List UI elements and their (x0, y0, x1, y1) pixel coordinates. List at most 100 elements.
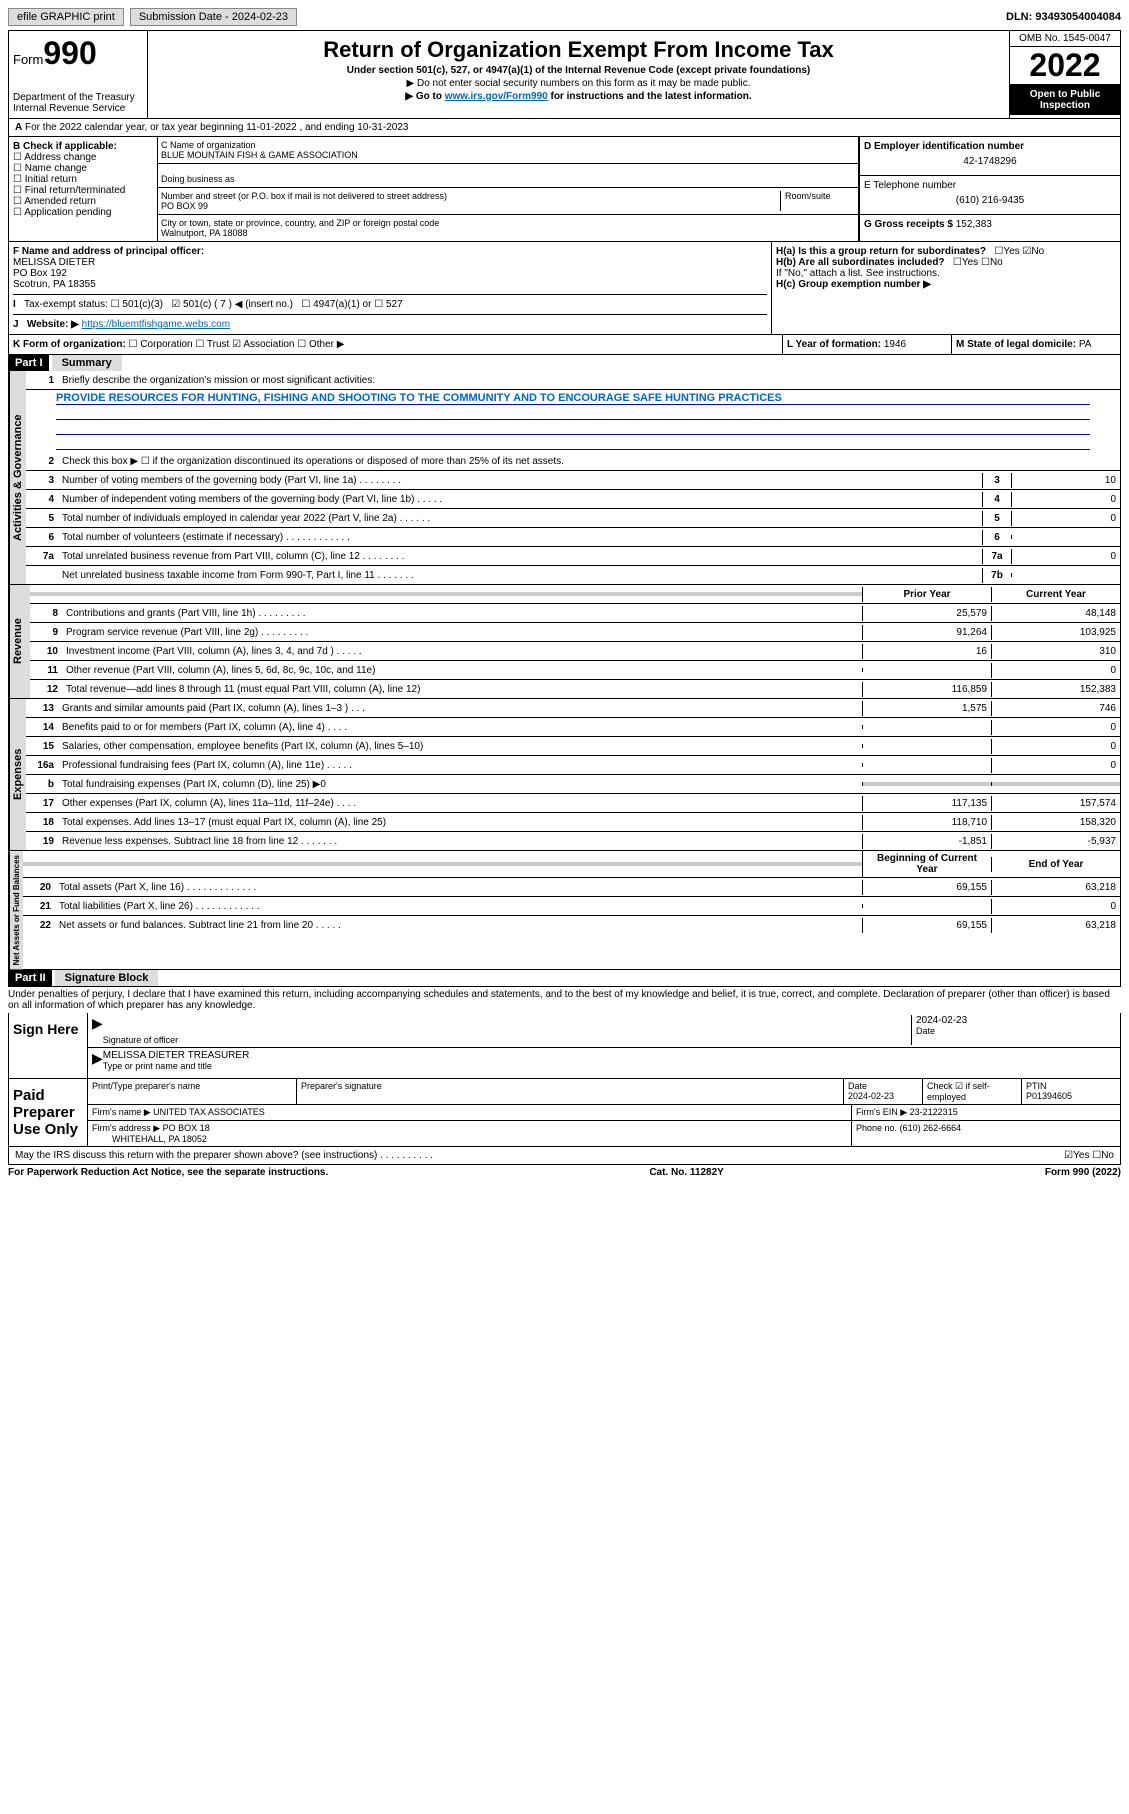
c-label: C Name of organization (161, 140, 256, 150)
arrow-icon: ▶ (92, 1050, 103, 1076)
l-label: L Year of formation: (787, 339, 881, 350)
paperwork-notice: For Paperwork Reduction Act Notice, see … (8, 1167, 328, 1178)
dba-label: Doing business as (161, 174, 235, 184)
firm-name-label: Firm's name ▶ (92, 1107, 151, 1117)
summary-row: 7aTotal unrelated business revenue from … (26, 547, 1120, 566)
summary-row: bTotal fundraising expenses (Part IX, co… (26, 775, 1120, 794)
phone: (610) 216-9435 (864, 191, 1116, 210)
summary-row: 3Number of voting members of the governi… (26, 471, 1120, 490)
city-label: City or town, state or province, country… (161, 218, 439, 228)
begin-hdr: Beginning of Current Year (862, 851, 991, 877)
firm-addr2: WHITEHALL, PA 18052 (112, 1134, 207, 1144)
i-label: Tax-exempt status: (24, 299, 108, 310)
arrow-icon: ▶ (92, 1015, 103, 1045)
vtab-expenses: Expenses (9, 699, 26, 850)
ha-label: H(a) Is this a group return for subordin… (776, 246, 986, 257)
year-formation: 1946 (884, 339, 906, 350)
firm-addr-label: Firm's address ▶ (92, 1123, 160, 1133)
summary-row: 4Number of independent voting members of… (26, 490, 1120, 509)
officer-print-name: MELISSA DIETER TREASURER (103, 1050, 250, 1061)
part2-hdr: Part II (9, 970, 52, 986)
prep-name-hdr: Print/Type preparer's name (88, 1079, 297, 1104)
irs-label: Internal Revenue Service (13, 103, 143, 114)
prior-hdr: Prior Year (862, 587, 991, 602)
l1-desc: Briefly describe the organization's miss… (58, 373, 1120, 388)
box-b: B Check if applicable: ☐ Address change … (9, 137, 158, 241)
firm-ein-label: Firm's EIN ▶ (856, 1107, 907, 1117)
org-name: BLUE MOUNTAIN FISH & GAME ASSOCIATION (161, 150, 358, 160)
sig-date-label: Date (916, 1026, 935, 1036)
prep-date: 2024-02-23 (848, 1091, 894, 1101)
declaration: Under penalties of perjury, I declare th… (8, 986, 1121, 1013)
form-header: Form990 Department of the Treasury Inter… (8, 30, 1121, 119)
open-public: Open to Public Inspection (1010, 85, 1120, 115)
firm-phone: (610) 262-6664 (900, 1123, 962, 1133)
officer-addr2: Scotrun, PA 18355 (13, 279, 96, 290)
firm-addr1: PO BOX 18 (163, 1123, 210, 1133)
summary-row: 17Other expenses (Part IX, column (A), l… (26, 794, 1120, 813)
firm-ein: 23-2122315 (910, 1107, 958, 1117)
street: PO BOX 99 (161, 201, 208, 211)
prep-date-hdr: Date (848, 1081, 867, 1091)
self-employed: Check ☑ if self-employed (923, 1079, 1022, 1104)
hb-label: H(b) Are all subordinates included? (776, 257, 945, 268)
submission-btn[interactable]: Submission Date - 2024-02-23 (130, 8, 297, 26)
summary-row: 10Investment income (Part VIII, column (… (30, 642, 1120, 661)
dept-treasury: Department of the Treasury (13, 92, 143, 103)
firm-name: UNITED TAX ASSOCIATES (153, 1107, 265, 1117)
part1-hdr: Part I (9, 355, 49, 371)
dln: DLN: 93493054004084 (1006, 11, 1121, 23)
l2-desc: Check this box ▶ ☐ if the organization d… (58, 454, 1120, 469)
summary-row: 8Contributions and grants (Part VIII, li… (30, 604, 1120, 623)
sig-officer-label: Signature of officer (103, 1035, 911, 1045)
print-name-label: Type or print name and title (103, 1061, 212, 1071)
officer-addr1: PO Box 192 (13, 268, 67, 279)
summary-row: 6Total number of volunteers (estimate if… (26, 528, 1120, 547)
topbar: efile GRAPHIC print Submission Date - 20… (8, 8, 1121, 26)
vtab-netassets: Net Assets or Fund Balances (9, 851, 23, 969)
summary-row: 16aProfessional fundraising fees (Part I… (26, 756, 1120, 775)
may-irs-discuss: May the IRS discuss this return with the… (15, 1150, 1064, 1161)
efile-btn[interactable]: efile GRAPHIC print (8, 8, 124, 26)
summary-row: 21Total liabilities (Part X, line 26) . … (23, 897, 1120, 916)
mission-text: PROVIDE RESOURCES FOR HUNTING, FISHING A… (56, 392, 1090, 405)
ptin-hdr: PTIN (1026, 1081, 1047, 1091)
vtab-revenue: Revenue (9, 585, 30, 698)
website-link[interactable]: https://bluemtfishgame.webs.com (82, 319, 230, 330)
firm-phone-label: Phone no. (856, 1123, 897, 1133)
domicile: PA (1079, 339, 1092, 350)
sign-here-label: Sign Here (9, 1013, 87, 1078)
summary-row: 18Total expenses. Add lines 13–17 (must … (26, 813, 1120, 832)
irs-link[interactable]: www.irs.gov/Form990 (445, 91, 548, 102)
summary-row: 13Grants and similar amounts paid (Part … (26, 699, 1120, 718)
hb-note: If "No," attach a list. See instructions… (776, 268, 1116, 279)
sig-date-val: 2024-02-23 (916, 1015, 967, 1026)
vtab-activities: Activities & Governance (9, 371, 26, 584)
form-ref: Form 990 (2022) (1045, 1167, 1121, 1178)
current-hdr: Current Year (991, 587, 1120, 602)
k-label: K Form of organization: (13, 339, 126, 350)
summary-row: 9Program service revenue (Part VIII, lin… (30, 623, 1120, 642)
paid-prep-label: Paid Preparer Use Only (9, 1079, 87, 1146)
summary-row: 15Salaries, other compensation, employee… (26, 737, 1120, 756)
e-label: E Telephone number (864, 180, 956, 191)
summary-row: 22Net assets or fund balances. Subtract … (23, 916, 1120, 934)
room-label: Room/suite (780, 191, 855, 211)
summary-row: 11Other revenue (Part VIII, column (A), … (30, 661, 1120, 680)
goto-post: for instructions and the latest informat… (548, 91, 752, 102)
summary-row: 12Total revenue—add lines 8 through 11 (… (30, 680, 1120, 698)
street-label: Number and street (or P.O. box if mail i… (161, 191, 447, 201)
f-label: F Name and address of principal officer: (13, 246, 204, 257)
tax-year: 2022 (1010, 47, 1120, 85)
ein: 42-1748296 (864, 152, 1116, 171)
d-label: D Employer identification number (864, 141, 1024, 152)
omb-number: OMB No. 1545-0047 (1010, 31, 1120, 47)
j-label: Website: ▶ (27, 319, 79, 330)
end-hdr: End of Year (991, 857, 1120, 872)
goto-pre: ▶ Go to (405, 91, 444, 102)
summary-row: Net unrelated business taxable income fr… (26, 566, 1120, 584)
part1-title: Summary (52, 355, 122, 371)
summary-row: 19Revenue less expenses. Subtract line 1… (26, 832, 1120, 850)
summary-row: 20Total assets (Part X, line 16) . . . .… (23, 878, 1120, 897)
summary-row: 14Benefits paid to or for members (Part … (26, 718, 1120, 737)
